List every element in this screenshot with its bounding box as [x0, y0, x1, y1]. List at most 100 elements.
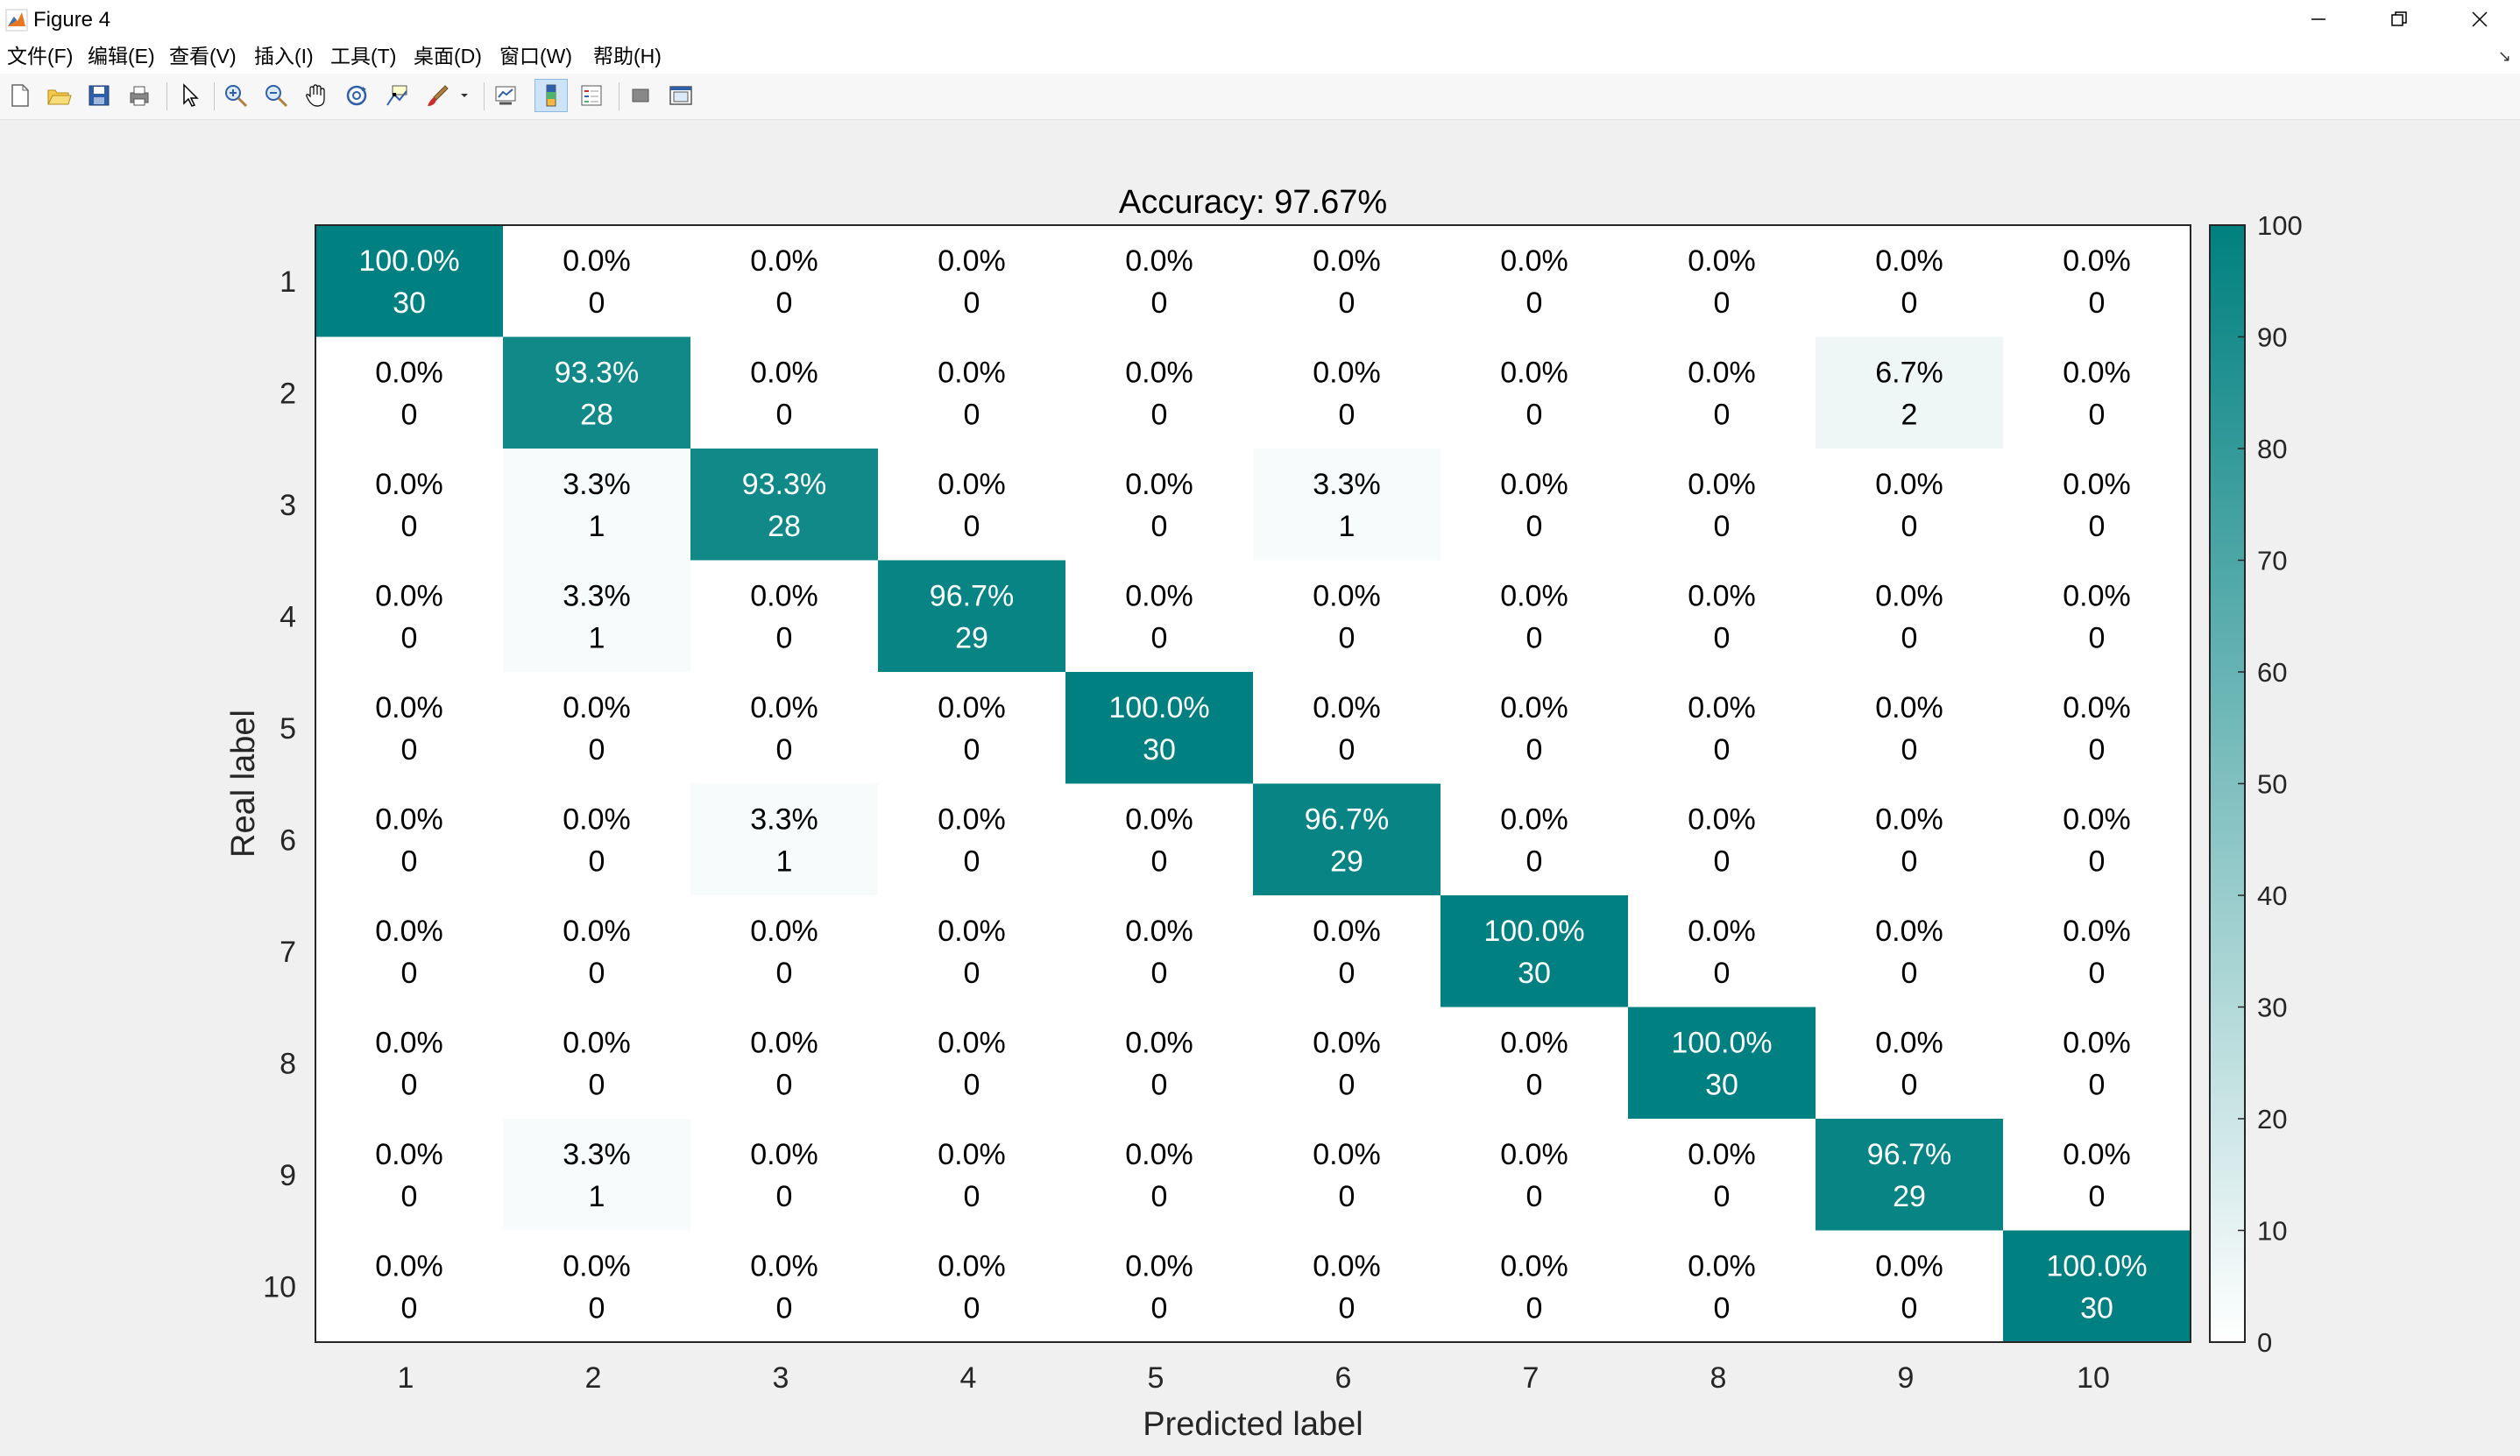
y-tick-label: 2 — [280, 377, 296, 410]
heatmap-cell — [315, 895, 504, 1007]
heatmap-cell — [503, 1007, 691, 1120]
heatmap-cell — [1628, 895, 1816, 1007]
menu-view[interactable]: 查看(V) — [169, 45, 237, 67]
cell-percent-label: 0.0% — [1500, 244, 1568, 278]
cell-count-label: 0 — [1526, 845, 1543, 878]
y-tick-label: 10 — [263, 1270, 296, 1304]
cell-percent-label: 0.0% — [1688, 356, 1756, 389]
menu-window[interactable]: 窗口(W) — [499, 45, 573, 67]
cell-count-label: 0 — [1901, 510, 1918, 543]
select-button[interactable] — [173, 79, 207, 112]
menu-bar: 文件(F) 编辑(E) 查看(V) 插入(I) 工具(T) 桌面(D) 窗口(W… — [0, 39, 2520, 74]
cell-percent-label: 0.0% — [1500, 1249, 1568, 1283]
heatmap-cell — [1441, 1230, 1629, 1343]
x-tick-label: 10 — [2077, 1361, 2110, 1395]
brush-dropdown-button[interactable] — [454, 79, 475, 112]
cell-count-label: 0 — [2089, 733, 2106, 767]
cell-count-label: 29 — [1330, 845, 1363, 878]
heatmap-cell — [2003, 895, 2191, 1007]
cell-count-label: 0 — [1714, 957, 1731, 990]
menu-desktop[interactable]: 桌面(D) — [414, 45, 482, 67]
cell-count-label: 0 — [1714, 510, 1731, 543]
heatmap-cell — [690, 672, 879, 784]
zoom-in-button[interactable] — [219, 79, 252, 112]
toolbar-separator — [214, 82, 215, 110]
restore-button[interactable] — [2359, 0, 2439, 39]
cell-count-label: 0 — [589, 957, 605, 990]
heatmap-cell — [1816, 1230, 2004, 1343]
rotate-button[interactable] — [340, 79, 373, 112]
heatmap-cell — [315, 1230, 504, 1343]
cell-count-label: 0 — [1151, 286, 1168, 320]
heatmap-cell — [315, 225, 504, 337]
hide-plot-tools-button[interactable] — [624, 79, 657, 112]
cell-count-label: 0 — [2089, 510, 2106, 543]
cell-percent-label: 100.0% — [1108, 691, 1209, 724]
print-button[interactable] — [123, 79, 156, 112]
cell-percent-label: 0.0% — [2063, 691, 2131, 724]
heatmap-cell — [2003, 560, 2191, 673]
new-figure-button[interactable] — [4, 79, 37, 112]
cell-percent-label: 0.0% — [938, 691, 1006, 724]
cell-percent-label: 0.0% — [1500, 1026, 1568, 1059]
pan-button[interactable] — [300, 79, 333, 112]
menu-tools[interactable]: 工具(T) — [330, 45, 397, 67]
brush-button[interactable] — [421, 79, 454, 112]
cell-count-label: 0 — [1339, 621, 1356, 654]
cell-percent-label: 0.0% — [1313, 915, 1381, 948]
heatmap-cell — [690, 336, 879, 449]
cell-percent-label: 0.0% — [1313, 244, 1381, 278]
cell-count-label: 28 — [768, 510, 801, 543]
x-tick-label: 8 — [1710, 1361, 1727, 1395]
cell-percent-label: 0.0% — [1125, 579, 1193, 612]
menu-file[interactable]: 文件(F) — [7, 45, 74, 67]
heatmap-cell — [1441, 225, 1629, 337]
menu-help[interactable]: 帮助(H) — [593, 45, 662, 67]
colorbar-tick-label: 20 — [2257, 1104, 2287, 1134]
cell-count-label: 1 — [589, 1180, 605, 1213]
cell-count-label: 29 — [955, 621, 988, 654]
cell-count-label: 0 — [589, 733, 605, 767]
cell-count-label: 0 — [1339, 398, 1356, 431]
cell-percent-label: 0.0% — [1500, 356, 1568, 389]
colorbar-tick-label: 50 — [2257, 769, 2287, 800]
cell-percent-label: 0.0% — [1313, 1249, 1381, 1283]
confusion-matrix-chart: 100.0%300.0%00.0%00.0%00.0%00.0%00.0%00.… — [225, 184, 2303, 1443]
save-button[interactable] — [82, 79, 116, 112]
zoom-out-button[interactable] — [259, 79, 293, 112]
cell-count-label: 0 — [1526, 1068, 1543, 1101]
cell-count-label: 0 — [2089, 1068, 2106, 1101]
cell-percent-label: 0.0% — [2063, 1138, 2131, 1171]
data-cursor-button[interactable] — [380, 79, 414, 112]
cell-percent-label: 0.0% — [1875, 915, 1943, 948]
restore-icon — [2391, 11, 2407, 26]
close-button[interactable] — [2439, 0, 2520, 39]
link-plot-button[interactable] — [489, 79, 522, 112]
menu-insert[interactable]: 插入(I) — [254, 45, 314, 67]
cell-percent-label: 0.0% — [1688, 1249, 1756, 1283]
cell-count-label: 0 — [964, 510, 980, 543]
colorbar-button[interactable] — [534, 79, 568, 112]
cell-percent-label: 3.3% — [563, 579, 631, 612]
cell-count-label: 0 — [1901, 845, 1918, 878]
cell-percent-label: 0.0% — [1125, 356, 1193, 389]
cell-count-label: 30 — [1518, 957, 1551, 990]
cell-count-label: 1 — [589, 510, 605, 543]
cell-count-label: 0 — [776, 957, 793, 990]
dock-arrow-icon[interactable]: ↘ — [2497, 47, 2511, 65]
cell-count-label: 0 — [964, 1068, 980, 1101]
cell-percent-label: 3.3% — [750, 802, 818, 836]
legend-button[interactable] — [575, 79, 608, 112]
cell-count-label: 0 — [964, 1180, 980, 1213]
cell-count-label: 0 — [964, 733, 980, 767]
cell-count-label: 0 — [964, 286, 980, 320]
cell-percent-label: 0.0% — [750, 244, 818, 278]
heatmap-cell — [1065, 225, 1254, 337]
heatmap-cell — [2003, 1007, 2191, 1120]
minimize-button[interactable] — [2278, 0, 2359, 39]
cell-count-label: 0 — [1151, 1068, 1168, 1101]
show-plot-tools-button[interactable] — [664, 79, 697, 112]
menu-edit[interactable]: 编辑(E) — [88, 45, 155, 67]
open-file-button[interactable] — [42, 79, 75, 112]
cell-count-label: 0 — [2089, 621, 2106, 654]
